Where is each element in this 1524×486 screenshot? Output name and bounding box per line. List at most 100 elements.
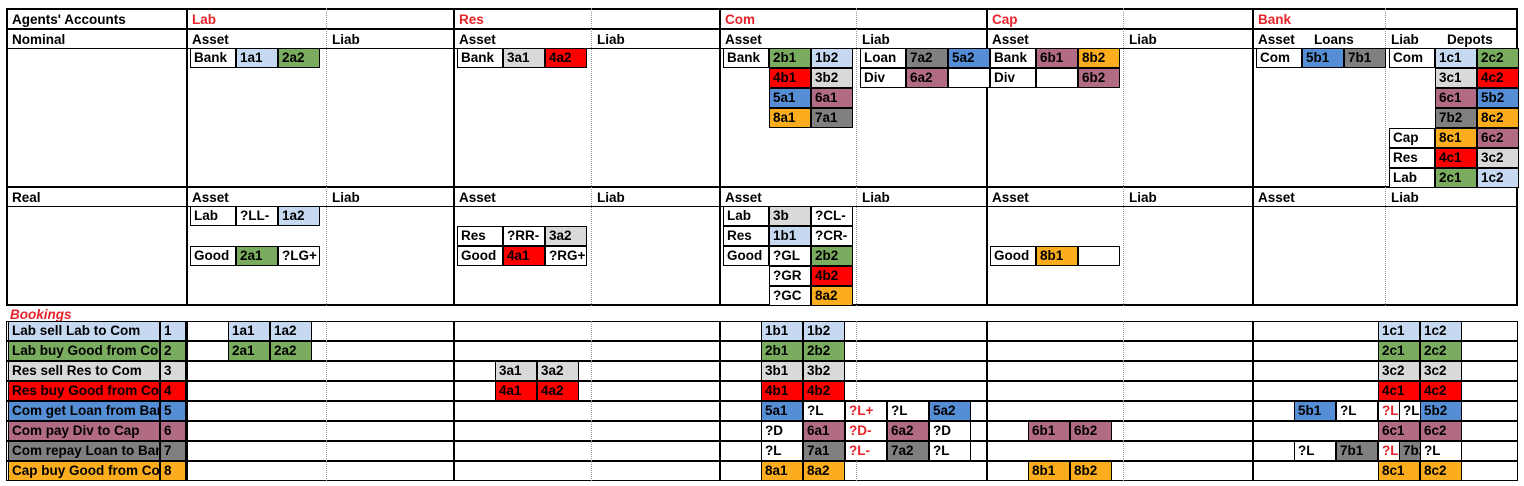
booking-asset-liab-divider bbox=[1123, 401, 1124, 421]
real-com-asset-row-tag: ?CR- bbox=[811, 226, 853, 246]
subheader-asset-com: Asset bbox=[725, 32, 762, 47]
subheader-asset-res: Asset bbox=[459, 190, 496, 205]
booking-tag: ?D bbox=[929, 421, 971, 441]
booking-tag: 8b2 bbox=[1070, 461, 1112, 481]
asset-liab-divider bbox=[1385, 8, 1386, 306]
nominal-com-liab-row-tag: 6a2 bbox=[906, 68, 948, 88]
subheader-asset-cap: Asset bbox=[992, 32, 1029, 47]
agent-divider bbox=[186, 8, 188, 306]
booking-agent-divider bbox=[186, 461, 188, 481]
real-res-asset-row-tag: ?RG+ bbox=[545, 246, 587, 266]
agent-header-lab: Lab bbox=[192, 12, 217, 27]
booking-tag: 5b1 bbox=[1294, 401, 1336, 421]
nominal-bank-liab-row-label: Com bbox=[1389, 48, 1435, 68]
nominal-cap-asset-row-tag: 6b1 bbox=[1036, 48, 1078, 68]
nominal-bank-asset-row-label: Com bbox=[1256, 48, 1302, 68]
booking-asset-liab-divider bbox=[326, 341, 327, 361]
nominal-com-asset-row-tag: 3b2 bbox=[811, 68, 853, 88]
booking-tag: 7a2 bbox=[887, 441, 929, 461]
booking-agent-divider bbox=[1252, 381, 1254, 401]
nominal-bank-liab-row-tag: 8c2 bbox=[1477, 108, 1519, 128]
booking-tag: ?D bbox=[761, 421, 803, 441]
nominal-com-liab-row-tag: 5a2 bbox=[948, 48, 990, 68]
booking-tag: 1a1 bbox=[228, 321, 270, 341]
nominal-lab-asset-row-label: Bank bbox=[190, 48, 236, 68]
real-cap-asset-row-tag: 8b1 bbox=[1036, 246, 1078, 266]
booking-asset-liab-divider bbox=[326, 401, 327, 421]
booking-tag: ?L bbox=[1420, 441, 1462, 461]
booking-tag: 3b2 bbox=[803, 361, 845, 381]
nominal-cap-asset-row-tag: 8b2 bbox=[1078, 48, 1120, 68]
real-com-asset-row-tag: ?CL- bbox=[811, 206, 853, 226]
booking-asset-liab-divider bbox=[326, 461, 327, 481]
booking-tag: 6b2 bbox=[1070, 421, 1112, 441]
nominal-bank-liab-row-tag: 3c2 bbox=[1477, 148, 1519, 168]
booking-tag: 1b1 bbox=[761, 321, 803, 341]
booking-tag: 4a1 bbox=[495, 381, 537, 401]
booking-tag: 7a1 bbox=[803, 441, 845, 461]
booking-agent-divider bbox=[986, 361, 988, 381]
real-lab-asset-row-tag: 1a2 bbox=[278, 206, 320, 226]
real-com-asset-row-label: Lab bbox=[723, 206, 769, 226]
real-com-asset-row-tag: 2b2 bbox=[811, 246, 853, 266]
real-com-asset-row-tag: 3b bbox=[769, 206, 811, 226]
subheader-asset-cap: Asset bbox=[992, 190, 1029, 205]
subheader-depots: Depots bbox=[1447, 32, 1493, 47]
nominal-bank-liab-row-tag: 2c2 bbox=[1477, 48, 1519, 68]
booking-label: Com repay Loan to Bank bbox=[8, 441, 160, 461]
booking-tag: 1b2 bbox=[803, 321, 845, 341]
agent-header-com: Com bbox=[725, 12, 755, 27]
row-label-nominal: Nominal bbox=[12, 32, 66, 47]
booking-asset-liab-divider bbox=[591, 421, 592, 441]
nominal-com-asset-row-tag: 7a1 bbox=[811, 108, 853, 128]
booking-tag: 2a2 bbox=[270, 341, 312, 361]
table-hrule bbox=[6, 186, 1518, 188]
booking-agent-divider bbox=[186, 341, 188, 361]
booking-agent-divider bbox=[986, 461, 988, 481]
booking-number: 6 bbox=[160, 421, 186, 441]
nominal-bank-liab-row-tag: 1c1 bbox=[1435, 48, 1477, 68]
booking-tag: ?L- bbox=[845, 441, 887, 461]
real-res-asset-row-label: Res bbox=[457, 226, 503, 246]
booking-number: 1 bbox=[160, 321, 186, 341]
booking-agent-divider bbox=[986, 381, 988, 401]
booking-agent-divider bbox=[453, 401, 455, 421]
nominal-bank-liab-row-tag: 4c1 bbox=[1435, 148, 1477, 168]
real-com-asset-row-label: Res bbox=[723, 226, 769, 246]
booking-number: 8 bbox=[160, 461, 186, 481]
booking-label: Cap buy Good from Com bbox=[8, 461, 160, 481]
subheader-liab-bank: Liab bbox=[1391, 190, 1419, 205]
nominal-com-liab-row-label: Div bbox=[860, 68, 906, 88]
subheader-asset-bank: Asset bbox=[1258, 32, 1295, 47]
booking-asset-liab-divider bbox=[326, 321, 327, 341]
asset-liab-divider bbox=[1123, 8, 1124, 306]
nominal-bank-liab-row-tag: 5b2 bbox=[1477, 88, 1519, 108]
agent-divider bbox=[719, 8, 721, 306]
booking-agent-divider bbox=[453, 441, 455, 461]
nominal-com-liab-row-tag bbox=[948, 68, 990, 88]
booking-tag: 3a2 bbox=[537, 361, 579, 381]
booking-agent-divider bbox=[1252, 401, 1254, 421]
booking-tag: 5b2 bbox=[1420, 401, 1462, 421]
booking-agent-divider bbox=[719, 401, 721, 421]
real-com-asset-row-label: Good bbox=[723, 246, 769, 266]
booking-agent-divider bbox=[186, 421, 188, 441]
booking-agent-divider bbox=[453, 381, 455, 401]
booking-tag: 2c1 bbox=[1378, 341, 1420, 361]
booking-agent-divider bbox=[1252, 361, 1254, 381]
agent-header-res: Res bbox=[459, 12, 484, 27]
nominal-com-asset-row-tag: 4b1 bbox=[769, 68, 811, 88]
booking-number: 3 bbox=[160, 361, 186, 381]
booking-agent-divider bbox=[719, 361, 721, 381]
nominal-bank-liab-row-tag: 6c1 bbox=[1435, 88, 1477, 108]
booking-asset-liab-divider bbox=[591, 401, 592, 421]
nominal-bank-liab-row-label: Cap bbox=[1389, 128, 1435, 148]
real-res-asset-row-label: Good bbox=[457, 246, 503, 266]
booking-tag: 6c1 bbox=[1378, 421, 1420, 441]
booking-asset-liab-divider bbox=[591, 441, 592, 461]
booking-agent-divider bbox=[986, 441, 988, 461]
booking-agent-divider bbox=[986, 321, 988, 341]
booking-asset-liab-divider bbox=[326, 381, 327, 401]
nominal-lab-asset-row-tag: 1a1 bbox=[236, 48, 278, 68]
agent-divider bbox=[1252, 8, 1254, 306]
